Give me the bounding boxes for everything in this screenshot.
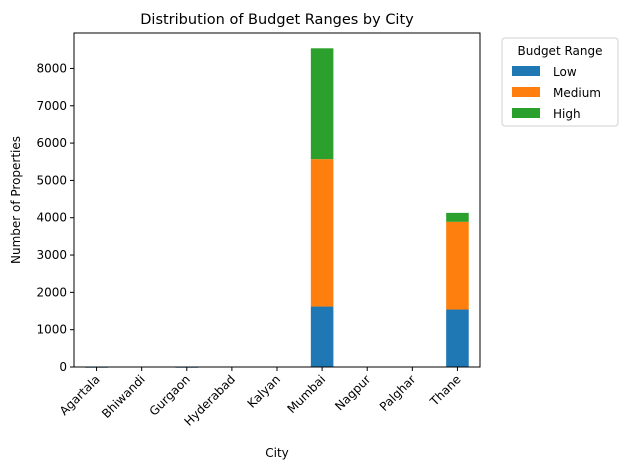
- bar-medium-mumbai: [310, 159, 334, 307]
- x-tick-label-bhiwandi: Bhiwandi: [99, 372, 148, 421]
- legend-label-high: High: [553, 107, 581, 121]
- bar-high-thane: [446, 212, 469, 222]
- bar-high-mumbai: [310, 48, 334, 160]
- bar-low-mumbai: [310, 306, 334, 367]
- y-axis-label: Number of Properties: [9, 136, 23, 264]
- y-tick-label: 3000: [36, 248, 67, 262]
- x-tick-label-agartala: Agartala: [57, 372, 103, 418]
- legend-label-low: Low: [553, 65, 577, 79]
- legend-swatch-high: [512, 108, 540, 118]
- chart-title: Distribution of Budget Ranges by City: [140, 12, 414, 28]
- x-axis-label: City: [265, 446, 289, 460]
- y-tick-label: 0: [59, 360, 67, 374]
- y-tick-label: 7000: [36, 99, 67, 113]
- legend-label-medium: Medium: [553, 86, 601, 100]
- bar-low-thane: [446, 309, 469, 367]
- bars-layer: [85, 48, 469, 368]
- x-tick-label-nagpur: Nagpur: [332, 372, 373, 413]
- y-tick-label: 6000: [36, 136, 67, 150]
- y-tick-label: 2000: [36, 285, 67, 299]
- x-tick-label-gurgaon: Gurgaon: [147, 372, 193, 418]
- legend-frame: [501, 37, 619, 127]
- legend-title: Budget Range: [517, 44, 602, 58]
- x-tick-label-mumbai: Mumbai: [284, 372, 328, 416]
- y-tick-label: 4000: [36, 211, 67, 225]
- y-tick-label: 1000: [36, 323, 67, 337]
- x-tick-label-thane: Thane: [427, 372, 464, 409]
- y-axis: 0 1000 2000 3000 4000 5000 6000 7000 8000: [36, 61, 74, 374]
- legend-swatch-low: [512, 66, 540, 76]
- y-tick-label: 8000: [36, 61, 67, 75]
- bar-medium-thane: [446, 221, 469, 310]
- x-tick-label-kalyan: Kalyan: [245, 372, 283, 410]
- legend-items: Low Medium High: [512, 65, 601, 121]
- y-tick-label: 5000: [36, 173, 67, 187]
- legend: Budget Range Low Medium High: [501, 37, 619, 127]
- x-tick-label-palghar: Palghar: [377, 372, 419, 414]
- plot-frame: [73, 32, 481, 368]
- legend-swatch-medium: [512, 87, 540, 97]
